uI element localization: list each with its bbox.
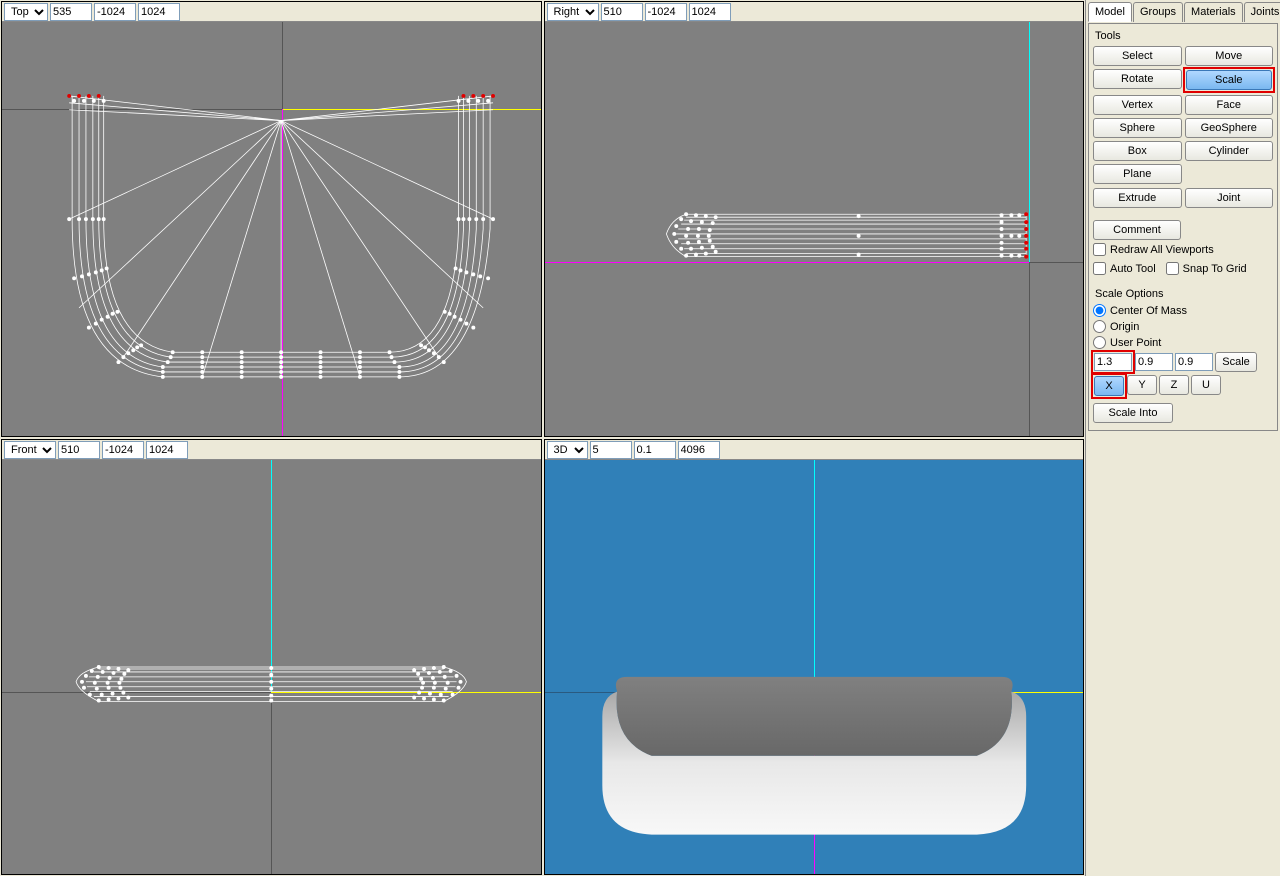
comment-button[interactable]: Comment: [1093, 220, 1181, 240]
tab-joints[interactable]: Joints: [1244, 2, 1280, 22]
top-canvas[interactable]: [2, 22, 541, 436]
center-of-mass-radio[interactable]: [1093, 304, 1106, 317]
scale-z-input[interactable]: [1175, 353, 1213, 371]
tab-materials[interactable]: Materials: [1184, 2, 1243, 22]
y-axis-button[interactable]: Y: [1127, 375, 1157, 395]
face-button[interactable]: Face: [1185, 95, 1274, 115]
move-button[interactable]: Move: [1185, 46, 1274, 66]
rotate-button[interactable]: Rotate: [1093, 69, 1182, 89]
viewport-grid: Top: [0, 0, 1085, 876]
box-button[interactable]: Box: [1093, 141, 1182, 161]
select-button[interactable]: Select: [1093, 46, 1182, 66]
front-val3[interactable]: [146, 441, 188, 459]
right-val2[interactable]: [645, 3, 687, 21]
view-select-front[interactable]: Front: [4, 441, 56, 459]
autotool-checkbox[interactable]: [1093, 262, 1106, 275]
scale-apply-button[interactable]: Scale: [1215, 352, 1257, 372]
cylinder-button[interactable]: Cylinder: [1185, 141, 1274, 161]
redraw-checkbox[interactable]: [1093, 243, 1106, 256]
scale-options-label: Scale Options: [1095, 288, 1273, 300]
viewport-top-header: Top: [2, 2, 541, 22]
front-canvas[interactable]: [2, 460, 541, 874]
viewport-3d[interactable]: 3D: [544, 439, 1085, 875]
top-val2[interactable]: [94, 3, 136, 21]
top-val1[interactable]: [50, 3, 92, 21]
side-panel: Model Groups Materials Joints Tools Sele…: [1085, 0, 1280, 876]
sphere-button[interactable]: Sphere: [1093, 118, 1182, 138]
origin-label: Origin: [1110, 321, 1139, 333]
geosphere-button[interactable]: GeoSphere: [1185, 118, 1274, 138]
tab-groups[interactable]: Groups: [1133, 2, 1183, 22]
redraw-label: Redraw All Viewports: [1110, 244, 1214, 256]
3d-val2[interactable]: [634, 441, 676, 459]
user-point-radio[interactable]: [1093, 336, 1106, 349]
front-wireframe: [2, 460, 541, 874]
scale-button[interactable]: Scale: [1186, 70, 1273, 90]
tools-label: Tools: [1095, 30, 1273, 42]
joint-button[interactable]: Joint: [1185, 188, 1274, 208]
right-canvas[interactable]: [545, 22, 1084, 436]
tab-model[interactable]: Model: [1088, 2, 1132, 22]
scale-x-input[interactable]: [1094, 353, 1132, 371]
top-wireframe: [2, 22, 541, 436]
viewport-right-header: Right: [545, 2, 1084, 22]
viewport-top[interactable]: Top: [1, 1, 542, 437]
right-val1[interactable]: [601, 3, 643, 21]
view-select-top[interactable]: Top: [4, 3, 48, 21]
viewport-right[interactable]: Right: [544, 1, 1085, 437]
viewport-3d-header: 3D: [545, 440, 1084, 460]
3d-val1[interactable]: [590, 441, 632, 459]
snap-label: Snap To Grid: [1183, 263, 1247, 275]
front-val1[interactable]: [58, 441, 100, 459]
3d-model: [545, 460, 1084, 874]
3d-canvas[interactable]: [545, 460, 1084, 874]
origin-radio[interactable]: [1093, 320, 1106, 333]
autotool-label: Auto Tool: [1110, 263, 1156, 275]
viewport-front[interactable]: Front: [1, 439, 542, 875]
extrude-button[interactable]: Extrude: [1093, 188, 1182, 208]
scale-into-button[interactable]: Scale Into: [1093, 403, 1173, 423]
scale-y-input[interactable]: [1135, 353, 1173, 371]
snap-checkbox[interactable]: [1166, 262, 1179, 275]
front-val2[interactable]: [102, 441, 144, 459]
right-wireframe: [545, 22, 1084, 436]
top-val3[interactable]: [138, 3, 180, 21]
viewport-front-header: Front: [2, 440, 541, 460]
u-axis-button[interactable]: U: [1191, 375, 1221, 395]
right-val3[interactable]: [689, 3, 731, 21]
z-axis-button[interactable]: Z: [1159, 375, 1189, 395]
tab-row: Model Groups Materials Joints: [1088, 2, 1278, 22]
vertex-button[interactable]: Vertex: [1093, 95, 1182, 115]
panel-body: Tools Select Move Rotate Scale Vertex Fa…: [1088, 23, 1278, 431]
3d-val3[interactable]: [678, 441, 720, 459]
user-point-label: User Point: [1110, 337, 1161, 349]
plane-button[interactable]: Plane: [1093, 164, 1182, 184]
x-axis-button[interactable]: X: [1094, 376, 1124, 396]
view-select-3d[interactable]: 3D: [547, 441, 588, 459]
center-of-mass-label: Center Of Mass: [1110, 305, 1187, 317]
view-select-right[interactable]: Right: [547, 3, 599, 21]
